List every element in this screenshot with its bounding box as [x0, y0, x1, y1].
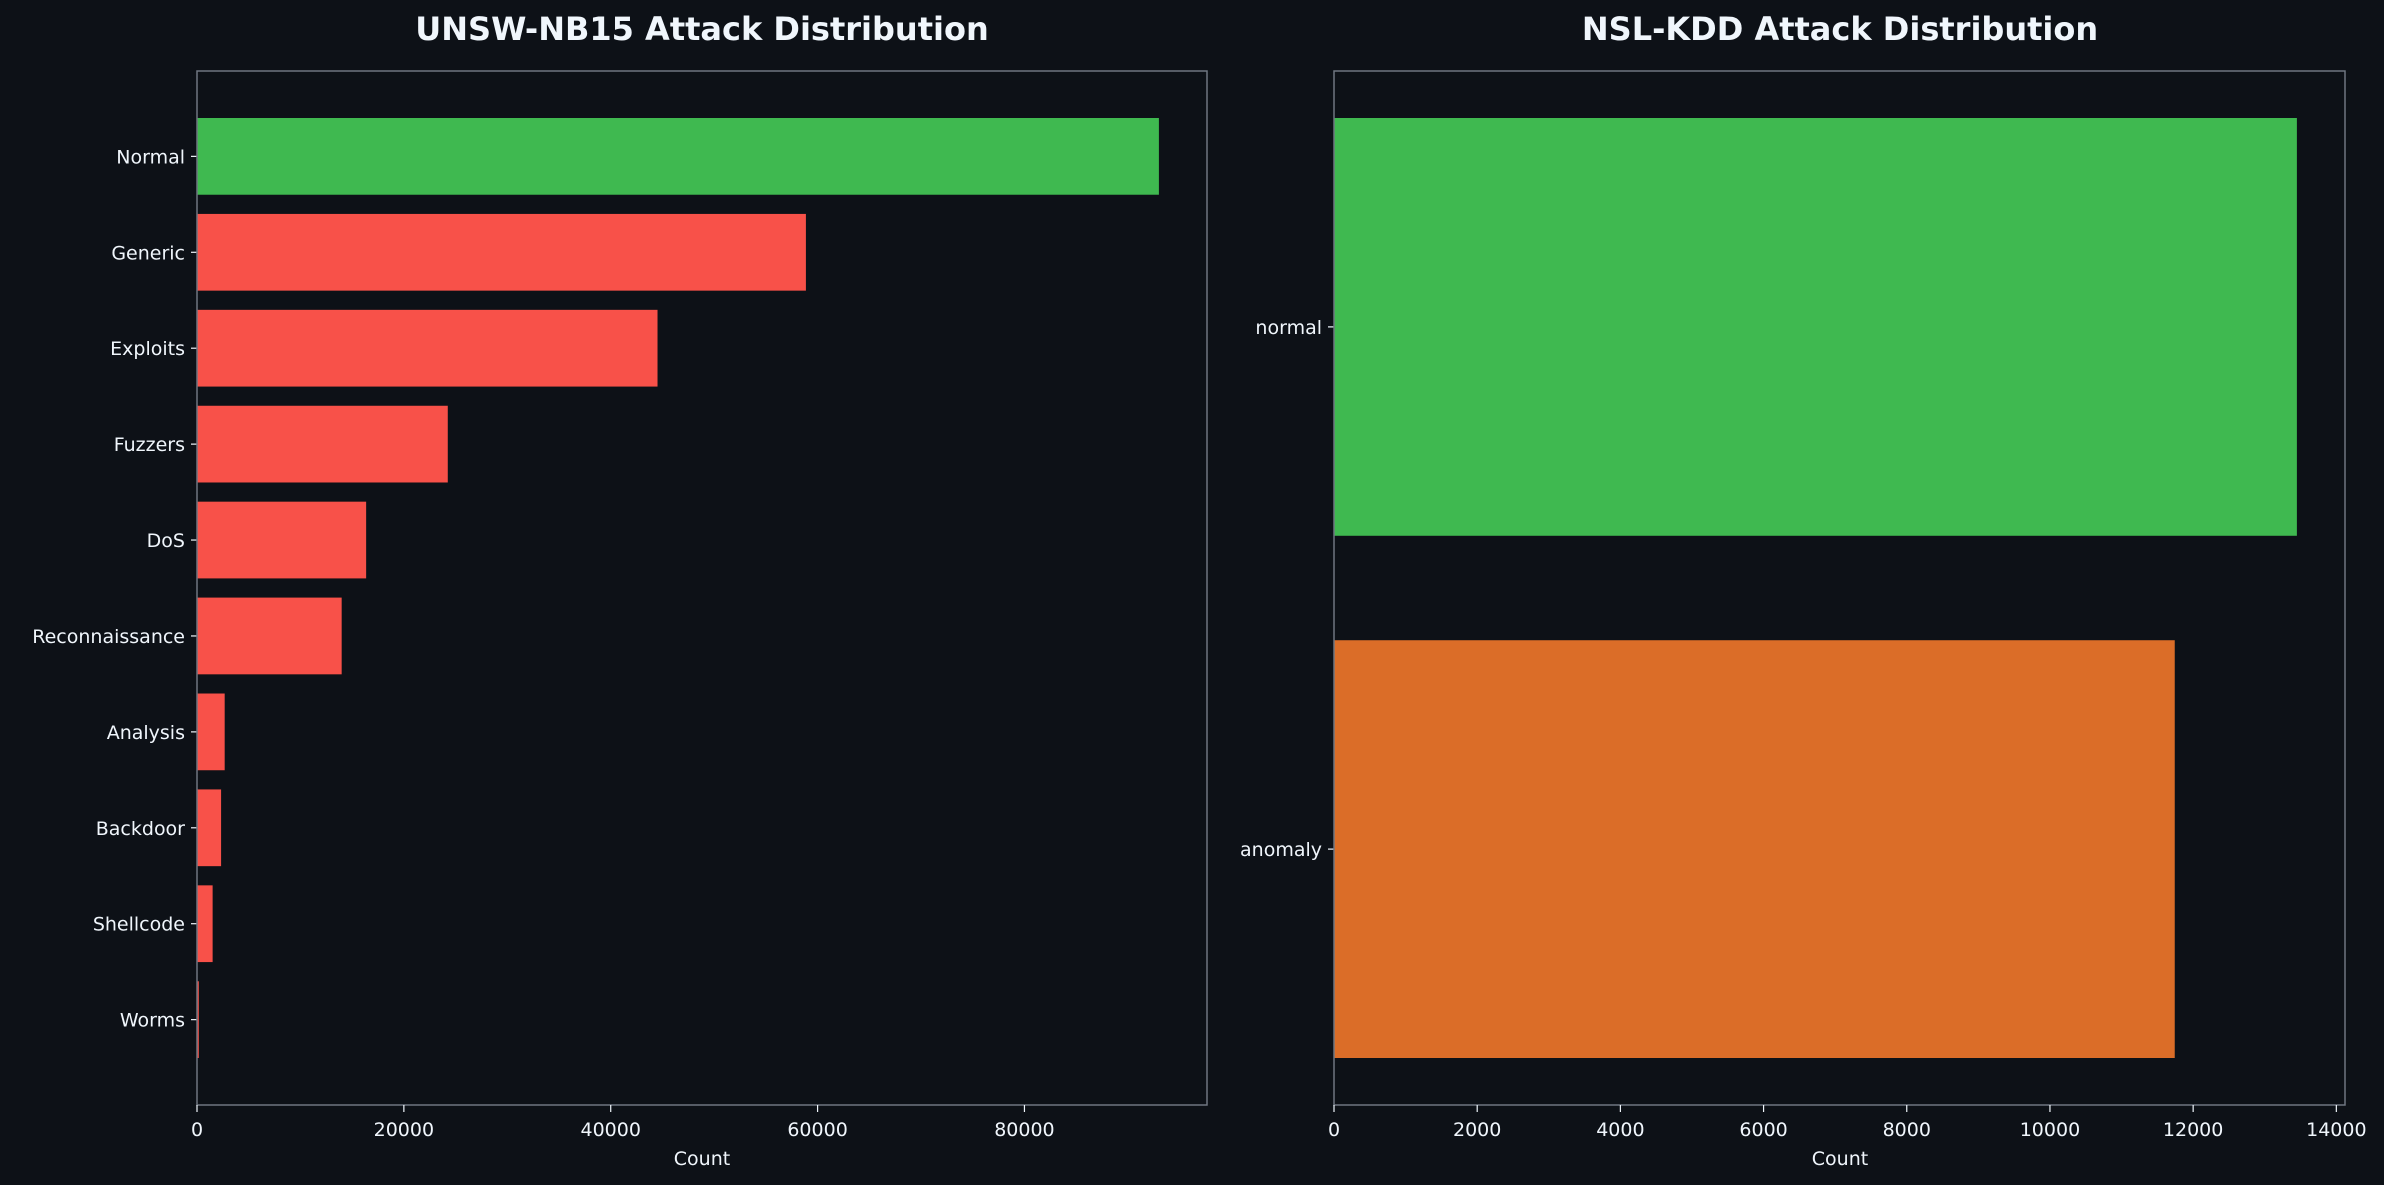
y-tick-label: Worms	[120, 1010, 185, 1032]
y-tick-label: Backdoor	[96, 818, 185, 840]
x-tick-label: 10000	[2020, 1119, 2080, 1141]
bar-exploits	[197, 309, 658, 387]
bar-anomaly	[1334, 640, 2175, 1058]
y-tick-label: Reconnaissance	[32, 626, 185, 648]
x-tick-label: 14000	[2306, 1119, 2366, 1141]
x-tick-label: 20000	[374, 1119, 434, 1141]
y-tick-label: anomaly	[1240, 839, 1322, 861]
bar-dos	[197, 501, 367, 579]
x-tick-label: 40000	[580, 1119, 640, 1141]
y-tick-label: Normal	[116, 146, 185, 168]
bar-fuzzers	[197, 405, 448, 483]
x-tick-label: 60000	[787, 1119, 847, 1141]
x-tick-label: 0	[191, 1119, 203, 1141]
x-tick-label: 12000	[2163, 1119, 2223, 1141]
y-tick-label: DoS	[147, 530, 185, 552]
y-tick-label: normal	[1255, 317, 1322, 339]
x-tick-label: 8000	[1883, 1119, 1931, 1141]
x-tick-label: 4000	[1596, 1119, 1644, 1141]
y-tick-label: Shellcode	[93, 914, 185, 936]
bar-worms	[197, 981, 199, 1058]
x-tick-label: 80000	[994, 1119, 1054, 1141]
y-tick-label: Fuzzers	[114, 434, 185, 456]
x-tick-label: 2000	[1453, 1119, 1501, 1141]
axes-frame	[1333, 70, 2346, 1106]
bar-reconnaissance	[197, 597, 342, 675]
chart-title: UNSW-NB15 Attack Distribution	[415, 10, 988, 48]
bar-analysis	[197, 693, 225, 771]
x-axis-label: Count	[1812, 1148, 1868, 1170]
axes-frame	[196, 70, 1208, 1106]
y-tick-label: Analysis	[107, 722, 185, 744]
x-axis-label: Count	[674, 1148, 730, 1170]
chart-title: NSL-KDD Attack Distribution	[1582, 10, 2098, 48]
x-tick-label: 6000	[1739, 1119, 1787, 1141]
nsl-kdd-chart: NSL-KDD Attack Distribution Count normal…	[1240, 10, 2367, 1170]
bar-generic	[197, 213, 806, 291]
bar-normal	[197, 118, 1159, 195]
x-tick-label: 0	[1328, 1119, 1340, 1141]
bar-shellcode	[197, 885, 213, 963]
unsw-nb15-chart: UNSW-NB15 Attack Distribution Count Norm…	[32, 10, 1208, 1170]
bar-normal	[1334, 118, 2297, 536]
y-tick-label: Generic	[111, 242, 185, 264]
bar-backdoor	[197, 789, 222, 867]
y-tick-label: Exploits	[110, 338, 185, 360]
